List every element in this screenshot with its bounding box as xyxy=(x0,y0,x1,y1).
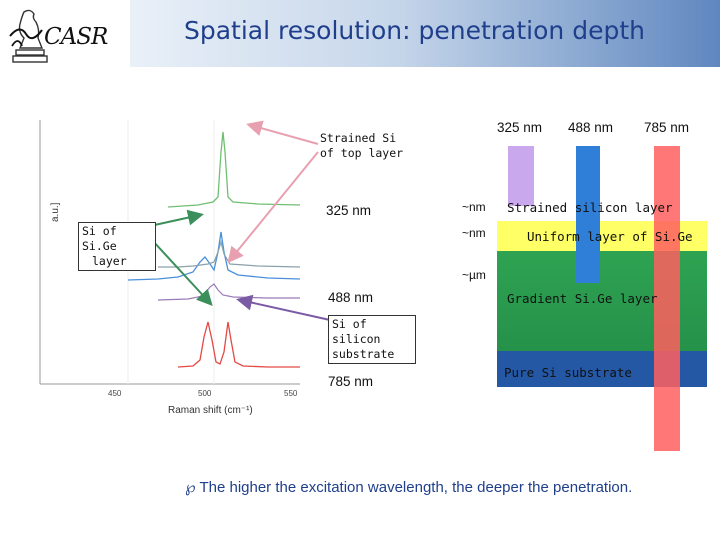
arrow-sige-to-green xyxy=(149,209,204,227)
label-strained-si-line2: of top layer xyxy=(320,146,404,160)
x-tick-500: 500 xyxy=(198,389,212,398)
label-sige-line1: Si of Si.Ge xyxy=(82,224,117,253)
spectrum-325nm xyxy=(167,131,301,208)
label-sige-line2: layer xyxy=(92,254,127,268)
label-si-substrate-line1: Si of silicon xyxy=(332,317,381,346)
label-strained-si: Strained Si of top layer xyxy=(320,131,403,161)
depth-label-strained: ~nm xyxy=(462,200,486,214)
arrow-sige-to-red xyxy=(151,239,213,306)
beam-325nm xyxy=(508,146,534,206)
beam-label-785: 785 nm xyxy=(644,120,690,135)
arrow-substrate-to-red xyxy=(236,294,331,321)
label-wl-488: 488 nm xyxy=(328,290,374,305)
x-tick-450: 450 xyxy=(108,389,122,398)
beam-785nm xyxy=(654,146,680,451)
label-strained-si-line1: Strained Si xyxy=(320,131,397,145)
beam-488nm xyxy=(576,146,600,283)
layer-label-gradient: Gradient Si.Ge layer xyxy=(507,291,658,306)
footer-note: ℘ The higher the excitation wavelength, t… xyxy=(185,478,632,496)
header-bar xyxy=(130,0,720,67)
beam-label-325: 325 nm xyxy=(497,120,543,135)
beam-label-488: 488 nm xyxy=(568,120,614,135)
spectrum-grey xyxy=(158,239,301,268)
layer-label-uniform: Uniform layer of Si.Ge xyxy=(527,229,693,244)
y-axis-label: a.u.] xyxy=(50,202,61,222)
label-wl-785: 785 nm xyxy=(328,374,374,389)
label-sige: Si of Si.Ge layer xyxy=(78,222,156,271)
spectrum-488nm xyxy=(127,231,301,281)
chess-knight-icon xyxy=(9,9,48,63)
logo-text: CASR xyxy=(44,24,108,50)
depth-label-uniform: ~nm xyxy=(462,226,486,240)
x-tick-550: 550 xyxy=(284,389,298,398)
bullet-icon: ℘ xyxy=(185,478,196,496)
slide-title: Spatial resolution: penetration depth xyxy=(184,16,645,45)
raman-spectra-plot: a.u.] 450 500 550 Raman shift (cm⁻¹) xyxy=(28,112,310,434)
label-si-substrate-line2: substrate xyxy=(332,347,395,361)
layer-label-substrate: Pure Si substrate xyxy=(504,365,632,380)
arrow-strained-to-blue xyxy=(227,151,319,264)
label-si-substrate: Si of silicon substrate xyxy=(328,315,416,364)
arrow-strained-to-peak xyxy=(246,120,319,145)
x-axis-label: Raman shift (cm⁻¹) xyxy=(168,405,253,416)
footer-text: The higher the excitation wavelength, th… xyxy=(199,479,633,496)
logo: CASR xyxy=(0,0,130,67)
label-wl-325: 325 nm xyxy=(326,203,372,218)
depth-label-gradient: ~µm xyxy=(462,268,486,282)
spectrum-785nm xyxy=(177,321,300,368)
layer-label-strained: Strained silicon layer xyxy=(507,200,673,215)
